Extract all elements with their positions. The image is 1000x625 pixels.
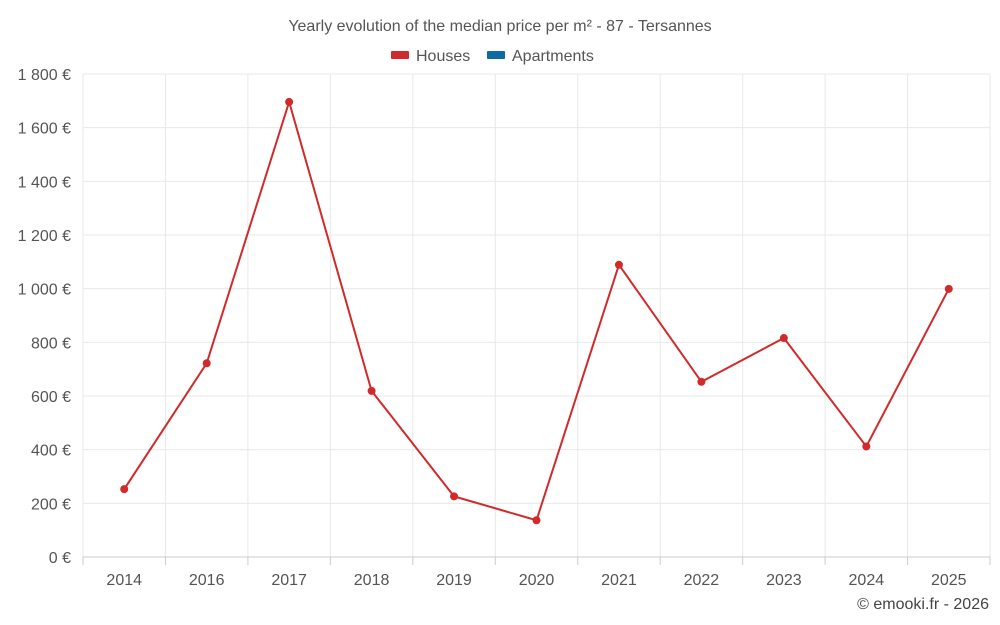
- y-tick-label: 1 600 €: [18, 121, 71, 138]
- x-tick-label: 2024: [849, 572, 885, 589]
- series-layer: [120, 97, 953, 525]
- y-tick-label: 600 €: [31, 389, 71, 406]
- x-tick-label: 2023: [766, 572, 802, 589]
- x-axis: 2014 2016 2017 2018 2019 2020 2021 2022 2023 2024…: [82, 556, 991, 589]
- y-tick-label: 1 400 €: [18, 174, 71, 191]
- x-tick-label: 2019: [436, 572, 472, 589]
- x-tick-label: 2020: [519, 572, 555, 589]
- y-axis: 0 € 200 € 400 € 600 € 800 € 1 000 € 1 200 € 1 4…: [18, 67, 71, 567]
- data-point-houses[interactable]: [779, 334, 788, 343]
- data-point-houses[interactable]: [944, 284, 953, 293]
- x-tick-label: 2017: [271, 572, 307, 589]
- y-tick-label: 1 000 €: [18, 282, 71, 299]
- y-tick-label: 200 €: [31, 496, 71, 513]
- chart-title: Yearly evolution of the median price per…: [288, 18, 711, 35]
- data-point-houses[interactable]: [614, 260, 623, 269]
- data-point-houses[interactable]: [367, 386, 376, 395]
- legend: Houses Apartments: [391, 48, 594, 65]
- data-point-houses[interactable]: [532, 516, 541, 525]
- data-point-houses[interactable]: [202, 359, 211, 368]
- legend-swatch-apartments: [487, 51, 505, 59]
- credit-text: © emooki.fr - 2026: [857, 596, 989, 613]
- gridlines: [82, 73, 991, 557]
- x-tick-label: 2016: [189, 572, 225, 589]
- data-point-houses[interactable]: [450, 492, 459, 501]
- x-tick-label: 2025: [931, 572, 967, 589]
- y-tick-label: 0 €: [49, 550, 71, 567]
- data-point-houses[interactable]: [862, 442, 871, 451]
- data-point-houses[interactable]: [697, 377, 706, 386]
- y-tick-label: 1 800 €: [18, 67, 71, 84]
- y-tick-label: 1 200 €: [18, 228, 71, 245]
- x-tick-label: 2014: [106, 572, 142, 589]
- x-tick-label: 2018: [354, 572, 390, 589]
- legend-label-apartments: Apartments: [512, 48, 594, 65]
- legend-item-houses[interactable]: Houses: [391, 48, 470, 65]
- data-point-houses[interactable]: [120, 485, 129, 494]
- legend-label-houses: Houses: [416, 48, 470, 65]
- y-tick-label: 800 €: [31, 335, 71, 352]
- legend-item-apartments[interactable]: Apartments: [487, 48, 594, 65]
- x-tick-label: 2021: [601, 572, 637, 589]
- data-point-houses[interactable]: [285, 97, 294, 106]
- legend-swatch-houses: [391, 51, 409, 59]
- x-tick-label: 2022: [684, 572, 720, 589]
- y-tick-label: 400 €: [31, 443, 71, 460]
